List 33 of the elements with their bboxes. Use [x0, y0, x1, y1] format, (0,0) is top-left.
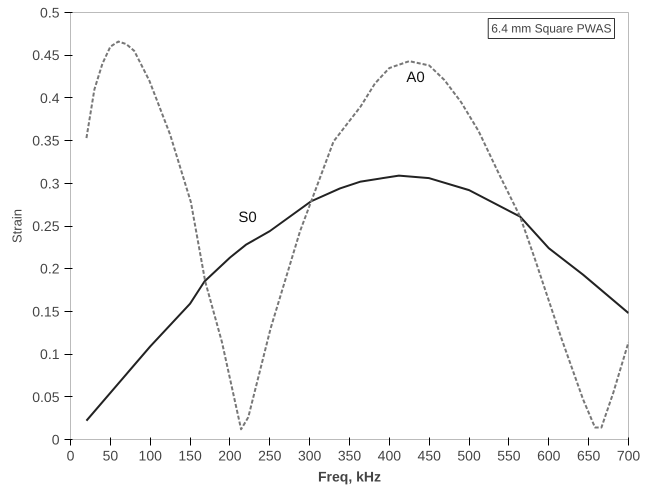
y-axis-title: Strain	[9, 209, 24, 243]
y-tick-label: 0.4	[40, 90, 60, 106]
y-tick-label: 0	[52, 432, 60, 448]
series-label: S0	[238, 209, 257, 226]
x-tick-label: 300	[298, 448, 322, 464]
y-tick-label: 0.25	[32, 218, 60, 234]
y-tick-label: 0.35	[32, 132, 60, 149]
y-tick-label: 0.1	[40, 346, 60, 362]
annotation: 6.4 mm Square PWAS	[491, 22, 612, 36]
x-axis-title: Freq, kHz	[318, 468, 382, 484]
x-tick-label: 400	[378, 448, 402, 464]
x-tick-label: 50	[102, 448, 118, 464]
x-tick-label: 650	[576, 448, 601, 464]
x-tick-label: 100	[138, 448, 162, 464]
x-tick-label: 150	[178, 448, 202, 464]
x-tick-label: 450	[418, 448, 442, 464]
y-tick-label: 0.15	[32, 303, 60, 320]
line-series	[85, 174, 628, 422]
x-tick-label: 500	[457, 448, 481, 464]
x-tick-label: 600	[537, 448, 561, 464]
y-tick-label: 0.3	[40, 175, 60, 192]
x-tick-label: 200	[218, 448, 242, 464]
x-tick-label: 0	[66, 448, 75, 464]
line-series	[85, 40, 628, 430]
y-tick-label: 0.05	[32, 388, 60, 405]
x-tick-label: 250	[258, 448, 282, 464]
y-tick-label: 0.2	[40, 260, 60, 277]
x-tick-label: 550	[497, 448, 521, 464]
y-tick-label: 0.45	[32, 47, 60, 64]
y-tick-label: 0.5	[40, 4, 60, 20]
x-tick-label: 350	[338, 448, 362, 464]
series-label: A0	[406, 69, 425, 86]
x-tick-label: 700	[616, 448, 640, 464]
